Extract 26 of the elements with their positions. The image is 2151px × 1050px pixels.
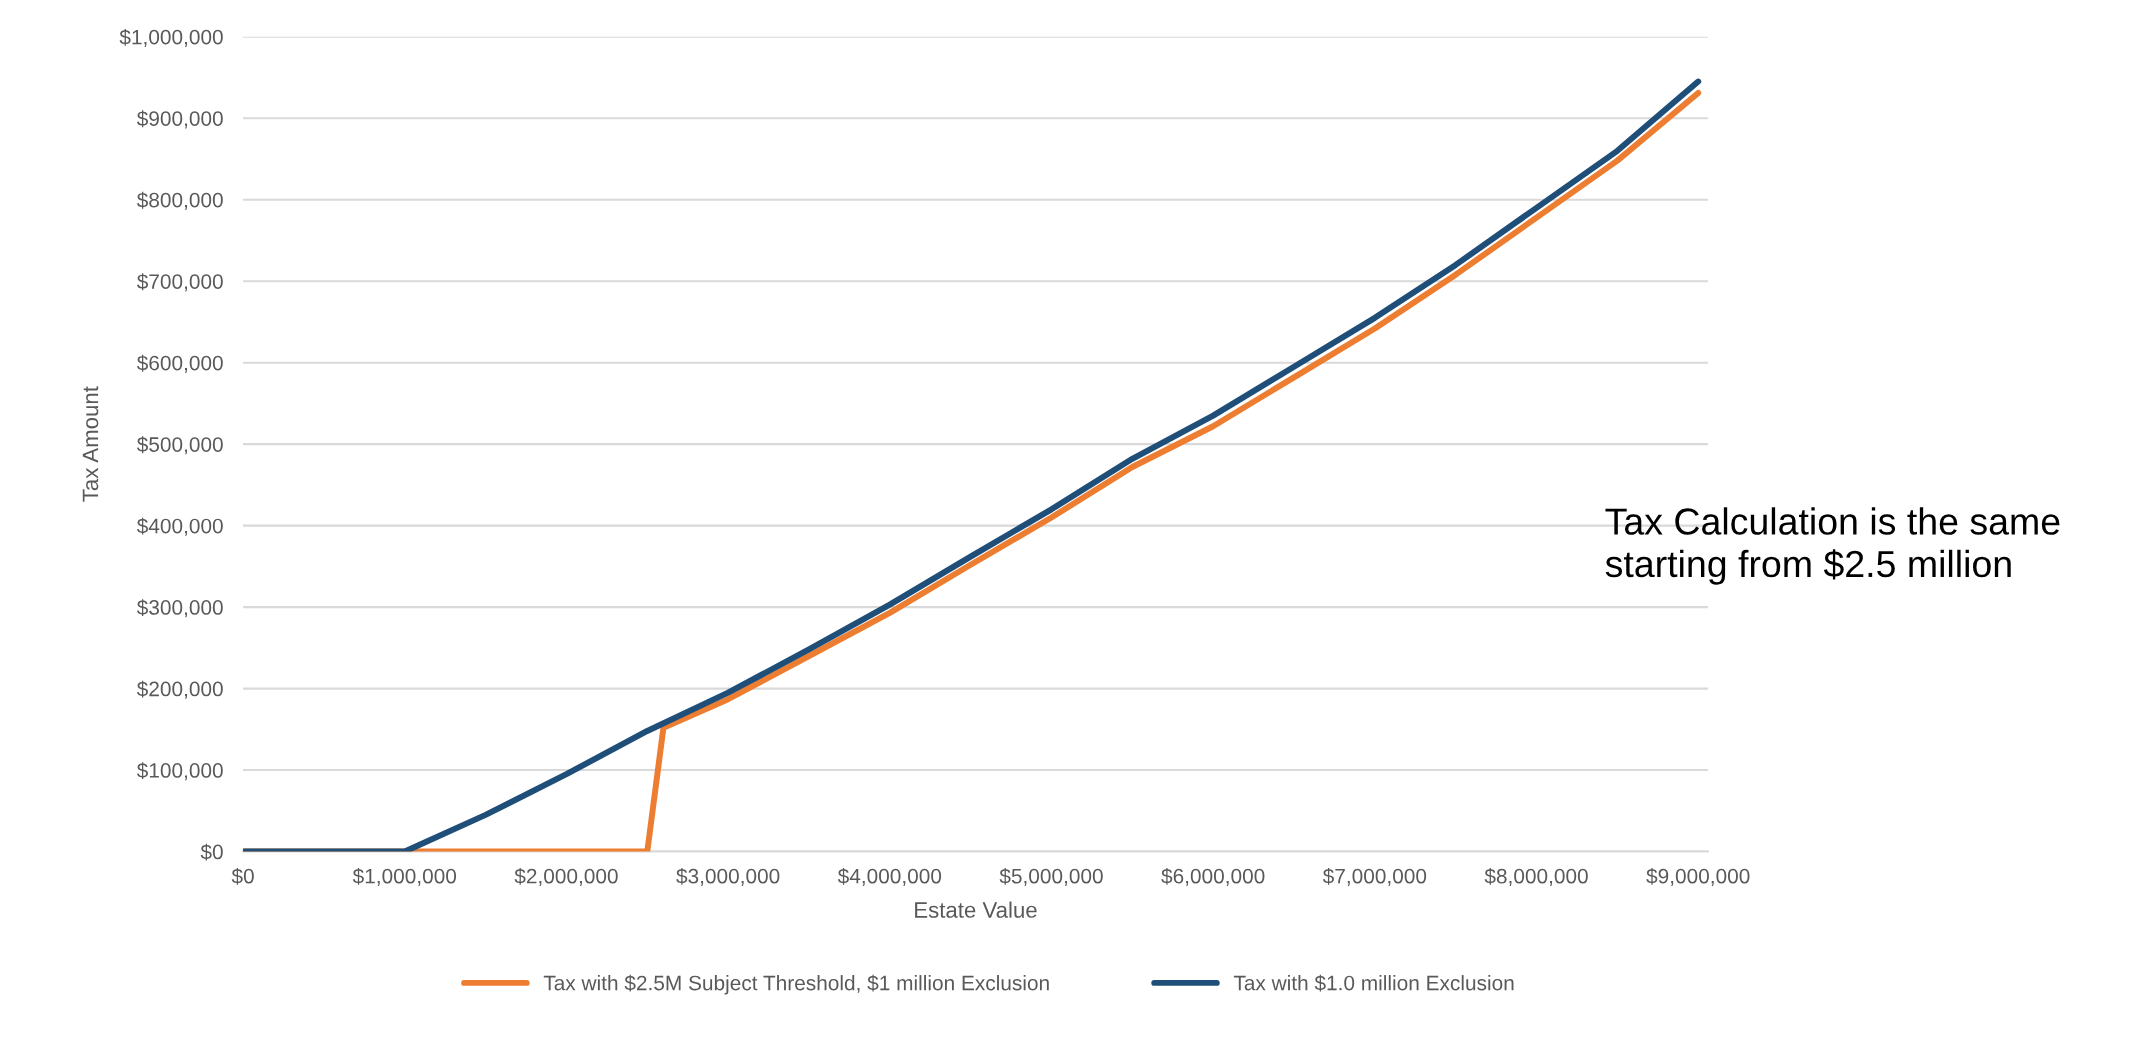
y-tick-label: $200,000	[136, 680, 223, 699]
x-tick-label: $5,000,000	[999, 867, 1103, 886]
x-tick-label: $0	[231, 867, 254, 885]
legend-label: Tax with $2.5M Subject Threshold, $1 million Exclusion	[543, 974, 1049, 995]
x-tick-label: $2,000,000	[514, 867, 618, 886]
y-tick-label: $500,000	[136, 436, 223, 455]
x-tick-label: $9,000,000	[1646, 867, 1750, 886]
y-tick-label: $0	[200, 843, 223, 861]
y-tick-label: $100,000	[136, 762, 223, 781]
y-axis-title: Tax Amount	[82, 386, 99, 502]
x-tick-label: $3,000,000	[676, 867, 780, 886]
y-tick-label: $800,000	[136, 191, 223, 210]
x-tick-label: $4,000,000	[837, 867, 942, 886]
y-tick-label: $700,000	[136, 273, 223, 292]
y-tick-label: $1,000,000	[119, 28, 223, 47]
y-tick-label: $900,000	[136, 110, 223, 129]
x-tick-label: $6,000,000	[1161, 867, 1265, 886]
annotation: Tax Calculation is the same starting from $2.5 million	[1605, 507, 2060, 585]
x-tick-label: $1,000,000	[352, 867, 457, 886]
x-axis-title: Estate Value	[915, 901, 1037, 918]
y-tick-label: $300,000	[136, 599, 223, 618]
y-tick-label: $400,000	[136, 517, 223, 536]
x-tick-label: $7,000,000	[1322, 867, 1427, 886]
x-tick-label: $8,000,000	[1484, 867, 1588, 886]
y-tick-label: $600,000	[136, 354, 223, 373]
legend-label: Tax with $1.0 million Exclusion	[1233, 974, 1514, 992]
